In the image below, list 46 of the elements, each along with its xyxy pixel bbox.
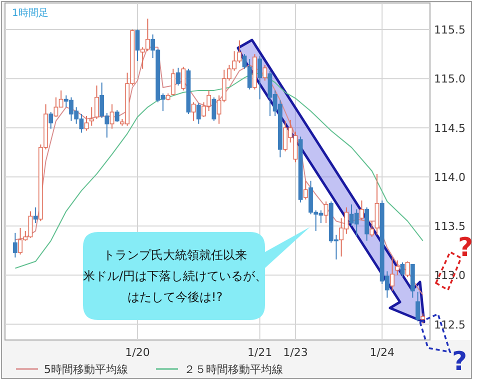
y-tick-label: 115.0 <box>434 72 466 86</box>
candlestick <box>258 56 262 100</box>
candlestick <box>360 200 364 221</box>
candlestick <box>416 291 420 322</box>
annotation: トランプ氏大統領就任以来 <box>103 248 247 262</box>
annotation: 米ドル/円は下落し続けているが、 <box>82 269 268 283</box>
y-tick-label: 115.5 <box>434 24 466 37</box>
candlestick <box>370 220 374 238</box>
candlestick <box>262 64 268 82</box>
candlestick <box>110 104 114 130</box>
candlestick <box>176 67 180 86</box>
y-tick-label: 113.5 <box>434 220 466 234</box>
legend-label: 5時間移動平均線 <box>44 363 128 376</box>
y-tick-label: 114.0 <box>434 170 466 184</box>
candlestick <box>303 180 308 200</box>
candlestick <box>212 96 216 122</box>
candlestick <box>181 66 186 91</box>
candlestick <box>191 102 196 122</box>
x-tick-label: 1/21 <box>247 346 272 359</box>
x-tick-label: 1/24 <box>370 346 394 359</box>
candlestick <box>405 260 410 278</box>
candlestick <box>48 112 54 130</box>
candlestick <box>400 262 405 278</box>
candlestick <box>390 256 394 292</box>
candlestick <box>89 106 94 126</box>
candlestick <box>196 102 201 124</box>
x-tick-label: 1/20 <box>125 346 150 359</box>
candlestick <box>420 312 426 324</box>
candlestick <box>170 68 176 96</box>
candlestick <box>33 206 38 224</box>
candlestick <box>114 110 120 122</box>
candlestick <box>324 200 328 224</box>
y-tick-label: 112.5 <box>434 318 466 332</box>
text: ? <box>452 347 468 377</box>
text: ? <box>458 233 474 263</box>
candlestick <box>12 232 18 258</box>
annotation: はたして今後は!? <box>127 290 223 304</box>
y-tick-label: 114.5 <box>434 122 466 135</box>
text: 1時間足 <box>12 7 48 19</box>
y-tick-label: 113.0 <box>434 269 466 282</box>
candlestick <box>135 29 140 62</box>
candlestick <box>395 260 400 276</box>
candlestick <box>84 115 89 132</box>
legend-label: ２５時間移動平均線 <box>184 363 283 376</box>
candlestick <box>94 85 99 120</box>
x-tick-label: 1/23 <box>283 346 308 359</box>
